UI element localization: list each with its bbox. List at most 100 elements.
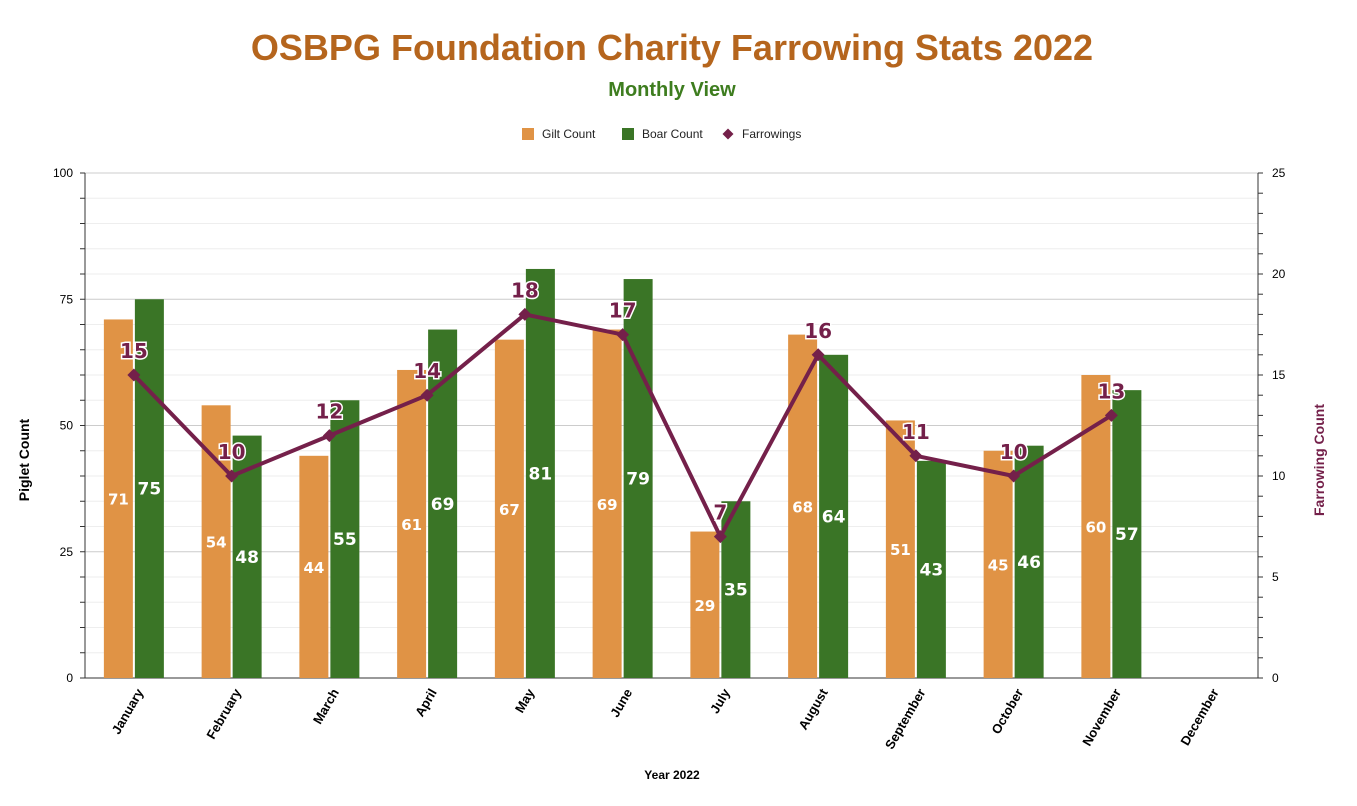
farrowings-marker [127,368,141,382]
legend-swatch-boar-count [622,128,634,140]
x-tick-label: February [203,685,244,741]
boar-count-data-label: 79 [626,470,650,490]
gilt-count-data-label: 71 [108,491,129,509]
farrowings-data-label: 14 [413,359,441,383]
chart-subtitle: Monthly View [608,79,736,101]
x-tick-label: August [795,685,831,732]
gridlines [85,172,1258,679]
y-tick-label: 0 [66,671,73,685]
boar-count-bar [916,460,946,678]
boar-count-bar [134,299,164,678]
gilt-count-data-label: 54 [206,534,227,552]
farrowings-marker [811,348,825,362]
farrowings-data-label: 18 [511,278,539,302]
y-axis-title: Piglet Count [16,418,32,501]
data-labels: 71 54 44 61 67 69 29 68 51 45 60 75 48 55 69 81 79 35 64 43… [108,277,1139,615]
farrowings-marker [1104,408,1118,422]
farrowings-marker [1007,469,1021,483]
farrowings-data-label: 7 [713,501,727,525]
boar-count-data-label: 57 [1115,525,1139,545]
y2-tick-label: 5 [1272,570,1279,584]
boar-count-data-label: 81 [529,464,553,484]
farrowings-marker [420,388,434,402]
x-tick-label: January [109,685,147,736]
boar-count-bar [819,354,849,678]
gilt-count-data-label: 45 [988,556,1009,574]
boar-count-data-label: 64 [822,507,846,527]
farrowings-data-label: 11 [902,420,930,444]
boar-count-bar [721,501,751,678]
y2-tick-label: 20 [1272,267,1286,281]
boar-count-bar [1014,445,1044,678]
gilt-count-data-label: 44 [303,559,324,577]
y2-tick-label: 15 [1272,368,1286,382]
boar-count-data-label: 69 [431,495,455,515]
boar-count-bar [330,400,360,678]
legend-label-farrowings: Farrowings [742,127,801,141]
x-tick-label: November [1079,686,1124,749]
gilt-count-bar [103,319,133,678]
x-tick-label: July [707,685,733,716]
gilt-count-bar [690,531,720,678]
farrowings-marker [909,449,923,463]
y-tick-label: 100 [53,166,73,180]
boar-count-data-label: 46 [1017,553,1041,573]
bars [103,268,1142,678]
farrowings-data-label: 12 [315,400,343,424]
farrowings-data-label: 10 [218,440,246,464]
gilt-count-bar [592,329,622,678]
x-tick-label: December [1177,686,1221,748]
farrowings-marker [616,328,630,342]
legend-swatch-farrowings [722,128,734,140]
farrowings-marker [518,307,532,321]
legend-swatch-gilt-count [522,128,534,140]
y2-tick-label: 0 [1272,671,1279,685]
boar-count-data-label: 43 [920,560,944,580]
y2-tick-label: 25 [1272,166,1286,180]
y2-axis-title: Farrowing Count [1311,404,1327,516]
x-tick-label: May [512,685,538,715]
gilt-count-data-label: 29 [694,597,715,615]
y-tick-label: 25 [60,545,74,559]
gilt-count-bar [299,455,329,678]
x-tick-label: September [882,686,929,752]
boar-count-data-label: 48 [235,548,259,568]
legend: Gilt Count Boar Count Farrowings [522,127,801,141]
farrowings-data-label: 16 [804,319,832,343]
farrowings-line [127,307,1118,544]
gilt-count-bar [788,334,818,678]
farrowings-data-label: 10 [1000,440,1028,464]
gilt-count-bar [983,450,1013,678]
farrowings-data-label: 13 [1097,379,1125,403]
farrowings-marker [225,469,239,483]
gilt-count-data-label: 60 [1085,519,1106,537]
boar-count-data-label: 35 [724,581,748,601]
farrowings-marker [713,530,727,544]
boar-count-data-label: 75 [138,480,162,500]
y-tick-label: 50 [60,419,74,433]
x-axis-title: Year 2022 [644,768,700,782]
farrowings-marker [322,429,336,443]
legend-label-gilt-count: Gilt Count [542,127,596,141]
x-tick-label: March [310,686,342,727]
boar-count-bar [1112,390,1142,678]
boar-count-bar [428,329,458,678]
gilt-count-data-label: 67 [499,501,520,519]
x-tick-label: October [988,686,1026,737]
chart-title: OSBPG Foundation Charity Farrowing Stats… [251,27,1093,68]
farrowings-data-label: 15 [120,339,148,363]
legend-label-boar-count: Boar Count [642,127,703,141]
gilt-count-data-label: 51 [890,541,911,559]
farrowings-data-label: 17 [609,299,637,323]
boar-count-data-label: 55 [333,530,357,550]
boar-count-bar [525,268,555,678]
gilt-count-data-label: 69 [597,496,618,514]
y-tick-label: 75 [60,292,74,306]
y2-tick-label: 10 [1272,469,1286,483]
gilt-count-data-label: 68 [792,498,813,516]
gilt-count-bar [494,339,524,678]
x-tick-label: April [412,686,440,719]
x-tick-label: June [607,686,635,720]
gilt-count-bar [885,420,915,678]
